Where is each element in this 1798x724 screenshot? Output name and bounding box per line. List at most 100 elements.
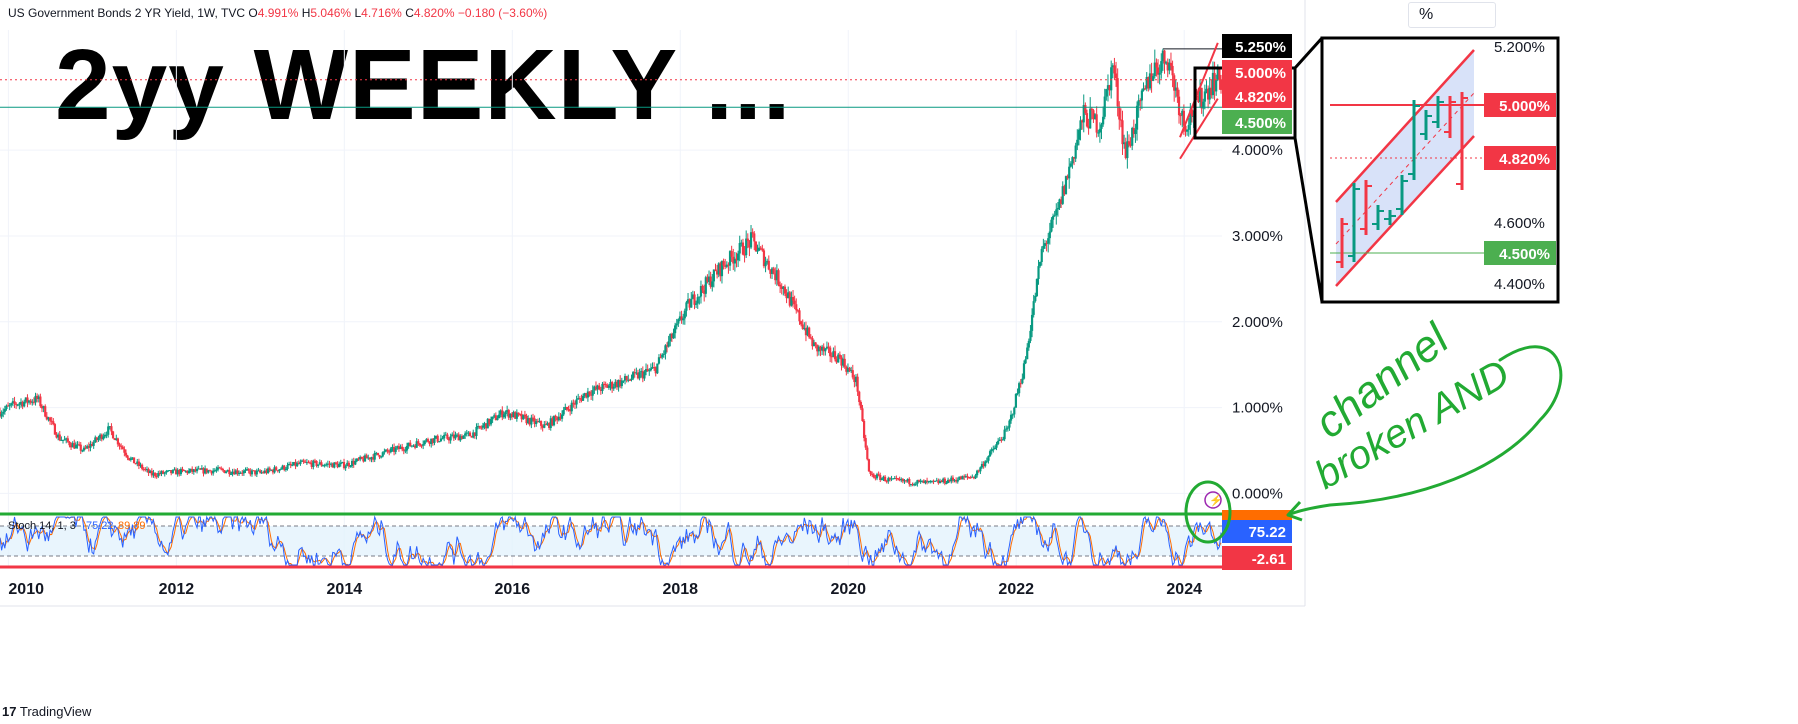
- candle-body: [719, 263, 722, 277]
- candle-body: [278, 469, 281, 472]
- candle-body: [961, 476, 964, 480]
- candle-body: [162, 471, 165, 474]
- candle-body: [95, 437, 99, 440]
- candle-body: [430, 438, 433, 444]
- candle-body: [124, 452, 128, 456]
- candle-body: [662, 353, 665, 355]
- change-value: −0.180 (−3.60%): [457, 6, 548, 20]
- candle-body: [651, 367, 654, 369]
- candle-body: [1119, 119, 1122, 121]
- candle-body: [239, 472, 242, 474]
- candle-body: [1039, 262, 1042, 267]
- candle-body: [554, 415, 557, 418]
- candle-body: [730, 251, 733, 257]
- candle-body: [434, 435, 438, 439]
- candle-body: [328, 463, 331, 465]
- candle-body: [1095, 114, 1098, 133]
- candle-body: [100, 434, 103, 440]
- candle-body: [1132, 127, 1135, 135]
- badge-last-text: 4.820%: [1235, 89, 1286, 106]
- candle-body: [284, 469, 287, 471]
- candle-body: [711, 281, 714, 287]
- candle-body: [614, 381, 617, 387]
- candle-body: [890, 478, 893, 480]
- candle-body: [1081, 120, 1084, 123]
- candle-body: [593, 386, 596, 391]
- candle-body: [113, 438, 116, 441]
- candle-body: [577, 398, 580, 400]
- high-value: 5.046%: [310, 6, 352, 20]
- candle-body: [1213, 72, 1216, 92]
- candle-body: [465, 432, 468, 434]
- candle-body: [1003, 429, 1006, 440]
- candle-body: [993, 447, 997, 450]
- candle-body: [591, 390, 594, 396]
- candle-body: [1137, 100, 1140, 106]
- channel-upper-line: [1179, 42, 1219, 138]
- symbol-name: US Government Bonds 2 YR Yield, 1W, TVC: [8, 6, 245, 20]
- candle-body: [590, 394, 593, 396]
- candle-body: [2, 411, 5, 414]
- candle-body: [317, 464, 320, 466]
- candle-body: [355, 458, 359, 461]
- candle-body: [478, 426, 481, 428]
- candle-body: [557, 416, 560, 421]
- candle-body: [446, 434, 449, 439]
- candle-body: [935, 480, 938, 482]
- candle-body: [788, 292, 791, 306]
- symbol-legend[interactable]: US Government Bonds 2 YR Yield, 1W, TVC …: [8, 6, 547, 20]
- candle-body: [1077, 129, 1081, 140]
- candle-body: [914, 483, 917, 485]
- candle-body: [1069, 163, 1072, 167]
- candle-body: [181, 468, 184, 470]
- candle-body: [567, 409, 570, 411]
- tradingview-logo[interactable]: 17 TradingView: [2, 704, 91, 719]
- candle-body: [166, 470, 170, 472]
- candle-body: [677, 319, 680, 324]
- candle-body: [762, 250, 766, 267]
- candle-body: [556, 417, 559, 421]
- candle-body: [338, 464, 341, 468]
- candle-body: [867, 459, 871, 472]
- candle-body: [144, 469, 147, 471]
- candle-body: [1030, 314, 1034, 331]
- candle-body: [286, 465, 289, 470]
- candle-body: [47, 417, 50, 420]
- candle-body: [225, 471, 228, 474]
- candle-body: [333, 462, 336, 468]
- badge-last-bg: [1222, 84, 1292, 108]
- candle-body: [1045, 243, 1048, 245]
- candle-body: [1155, 62, 1158, 68]
- candle-body: [832, 351, 835, 357]
- candle-body: [444, 434, 447, 436]
- candle-body: [510, 413, 514, 418]
- candle-body: [189, 468, 192, 471]
- candle-body: [271, 469, 275, 473]
- candle-body: [544, 424, 548, 426]
- candle-body: [19, 401, 23, 404]
- unit-toggle-button[interactable]: %: [1408, 2, 1496, 28]
- candle-body: [859, 402, 862, 409]
- candle-body: [103, 434, 107, 437]
- candle-body: [221, 468, 224, 471]
- badge-level-5-bg: [1222, 60, 1292, 84]
- candle-body: [598, 385, 601, 390]
- candle-body: [1190, 109, 1194, 117]
- candle-body: [552, 415, 556, 426]
- close-value: 4.820%: [413, 6, 455, 20]
- candle-body: [473, 432, 476, 437]
- candle-body: [132, 457, 136, 464]
- candle-body: [667, 341, 670, 347]
- candle-body: [1219, 79, 1223, 90]
- candle-body: [724, 265, 727, 267]
- candle-body: [546, 423, 549, 426]
- candle-body: [192, 469, 195, 472]
- candle-body: [585, 393, 588, 398]
- candle-body: [564, 407, 567, 411]
- candle-body: [464, 433, 467, 436]
- candle-body: [779, 284, 782, 287]
- candle-body: [226, 469, 229, 472]
- candle-body: [707, 276, 711, 282]
- candle-body: [903, 480, 906, 482]
